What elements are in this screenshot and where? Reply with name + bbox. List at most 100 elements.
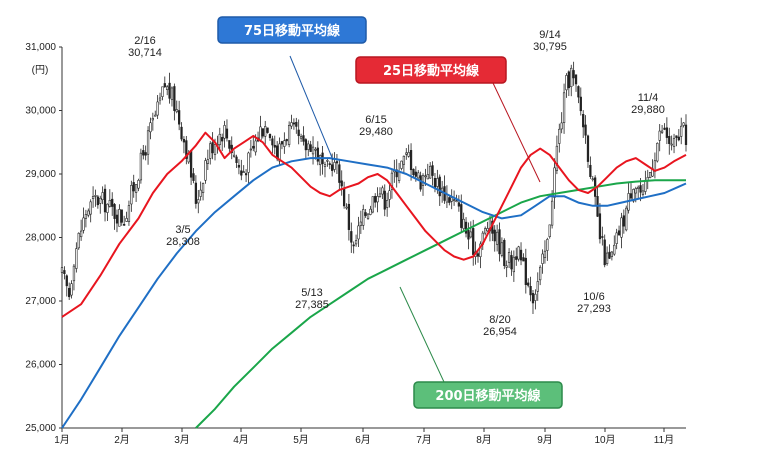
- x-tick-label: 6月: [355, 434, 371, 446]
- candle-body: [495, 231, 499, 245]
- candle-body: [149, 122, 152, 133]
- candle-body: [352, 244, 355, 247]
- candle-body: [680, 125, 683, 137]
- candle-body: [376, 195, 379, 203]
- candle-body: [586, 135, 590, 162]
- candle-body: [682, 122, 685, 126]
- candle-body: [620, 217, 623, 238]
- candle-body: [534, 293, 537, 301]
- candle-body: [261, 128, 264, 137]
- candle-body: [656, 142, 659, 162]
- ma200-legend-box: [413, 381, 563, 409]
- annotation-value: 28,308: [166, 236, 200, 248]
- candle-body: [668, 135, 671, 144]
- candle-body: [539, 266, 542, 281]
- candle-body: [206, 159, 209, 164]
- candle-body: [524, 257, 527, 285]
- candle-body: [335, 161, 339, 164]
- candle-body: [309, 144, 312, 152]
- candle-body: [672, 138, 676, 147]
- candle-body: [139, 152, 143, 181]
- annotation-value: 30,714: [128, 47, 162, 59]
- candle-body: [108, 200, 111, 207]
- candle-body: [278, 143, 281, 162]
- candle-body: [608, 251, 611, 259]
- candle-body: [194, 182, 198, 204]
- candle-body: [452, 199, 456, 202]
- candle-body: [536, 281, 539, 292]
- candle-body: [460, 204, 463, 228]
- candle-body: [316, 147, 319, 162]
- ma25-line: [61, 131, 687, 318]
- candle-body: [211, 142, 214, 154]
- candle-body: [180, 126, 183, 140]
- candle-body: [185, 140, 188, 159]
- annotation-date: 3/5: [175, 224, 190, 236]
- candle-body: [431, 165, 434, 176]
- candle-body: [436, 178, 439, 187]
- candle-body: [247, 152, 250, 173]
- moving-average-lines: [61, 131, 687, 429]
- candle-body: [670, 143, 673, 146]
- candle-body: [319, 155, 322, 166]
- candle-body: [244, 173, 248, 176]
- annotation-date: 11/4: [638, 92, 659, 104]
- candle-body: [371, 196, 374, 213]
- candle-body: [637, 186, 640, 189]
- y-unit-label: (円): [32, 65, 49, 76]
- x-tick-label: 5月: [293, 434, 309, 446]
- candle-body: [402, 155, 406, 165]
- candle-body: [118, 209, 121, 227]
- axes: 25,000 26,000 27,000 28,000 29,000 30,000 31,0…: [25, 42, 686, 446]
- candle-body: [347, 203, 351, 230]
- candle-body: [546, 239, 549, 251]
- candle-body: [314, 148, 317, 151]
- candle-body: [328, 163, 331, 165]
- candle-body: [173, 86, 176, 111]
- candle-body: [354, 240, 358, 245]
- candle-body: [142, 150, 145, 156]
- candle-body: [476, 253, 480, 257]
- candle-body: [603, 239, 606, 266]
- annotation-value: 29,880: [631, 104, 665, 116]
- annotation-value: 27,293: [577, 303, 611, 315]
- candle-body: [111, 198, 114, 207]
- candle-body: [290, 122, 293, 127]
- candle-body: [649, 172, 652, 178]
- candle-body: [115, 214, 119, 224]
- candle-body: [323, 164, 327, 167]
- candle-body: [307, 143, 310, 150]
- candle-body: [295, 121, 298, 127]
- candle-body: [146, 130, 150, 155]
- ma200-legend-label: 200日移動平均線: [435, 388, 541, 404]
- candle-body: [433, 177, 437, 189]
- candle-body: [548, 224, 551, 237]
- candle-body: [65, 275, 68, 287]
- candle-body: [304, 139, 307, 151]
- candle-body: [641, 190, 645, 195]
- x-tick-label: 4月: [233, 434, 249, 446]
- candle-body: [342, 188, 346, 207]
- annotation-date: 5/13: [301, 287, 322, 299]
- candle-body: [362, 209, 365, 226]
- annotation-value: 29,480: [359, 126, 393, 138]
- candle-body: [151, 118, 154, 121]
- candle-body: [527, 282, 530, 286]
- candle-body: [106, 203, 109, 213]
- candle-body: [123, 223, 126, 226]
- candle-body: [72, 265, 76, 282]
- candle-body: [663, 127, 666, 130]
- candle-body: [531, 293, 535, 304]
- candle-body: [101, 192, 104, 200]
- candle-body: [84, 214, 88, 219]
- candle-body: [409, 150, 413, 171]
- candle-body: [381, 187, 384, 195]
- candle-body: [223, 125, 226, 139]
- candle-body: [407, 152, 410, 157]
- candle-body: [429, 165, 432, 179]
- candle-body: [166, 86, 169, 90]
- y-tick-label: 30,000: [25, 106, 56, 117]
- candle-body: [163, 83, 166, 88]
- x-tick-label: 11月: [654, 434, 674, 446]
